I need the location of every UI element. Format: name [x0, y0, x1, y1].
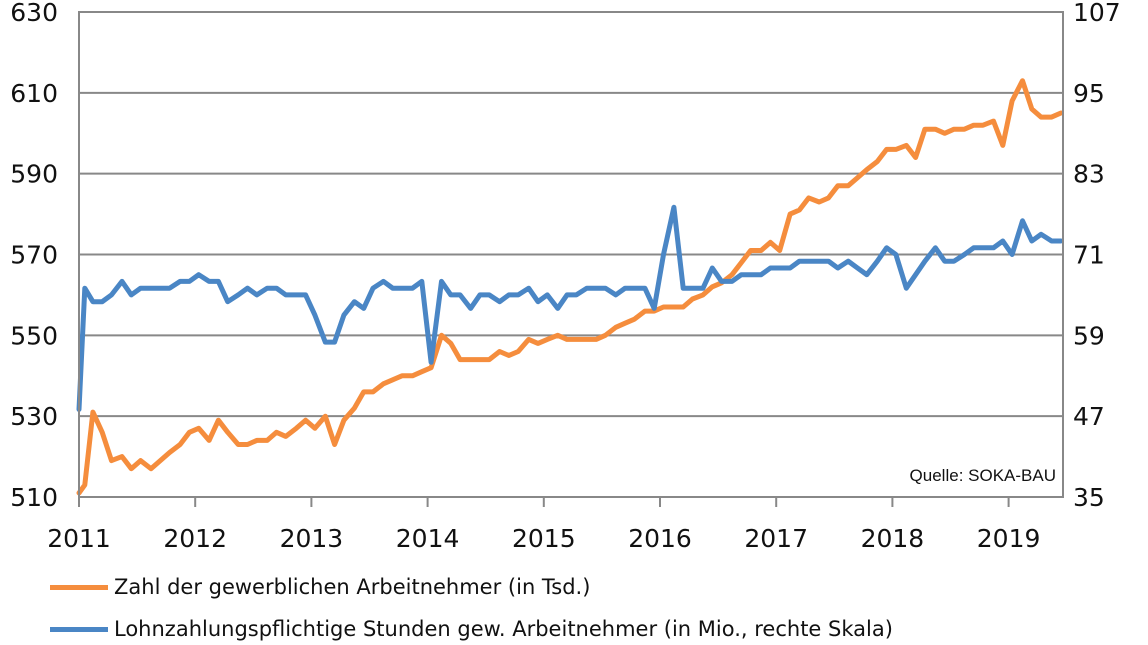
x-tick-label: 2018 — [861, 524, 925, 553]
x-tick-label: 2014 — [396, 524, 460, 553]
axes — [78, 11, 1064, 507]
left-tick-label: 610 — [10, 79, 58, 108]
left-axis-tick-labels: 630 610 590 570 550 530 510 — [10, 0, 58, 512]
right-tick-label: 83 — [1073, 160, 1105, 189]
x-tick-label: 2012 — [163, 524, 227, 553]
left-tick-label: 630 — [10, 0, 58, 27]
left-tick-label: 530 — [10, 402, 58, 431]
series-line-hours — [76, 204, 1064, 412]
right-tick-label: 95 — [1073, 79, 1105, 108]
left-tick-label: 590 — [10, 160, 58, 189]
right-tick-label: 71 — [1073, 241, 1105, 270]
legend-item-employees: Zahl der gewerblichen Arbeitnehmer (in T… — [50, 572, 1050, 602]
right-tick-label: 35 — [1073, 483, 1105, 512]
x-tick-label: 2017 — [744, 524, 808, 553]
series-line-employees — [76, 78, 1064, 496]
legend-label-hours: Lohnzahlungspflichtige Stunden gew. Arbe… — [114, 617, 893, 641]
right-tick-label: 59 — [1073, 321, 1105, 350]
left-tick-label: 510 — [10, 483, 58, 512]
source-note: Quelle: SOKA-BAU — [910, 466, 1056, 485]
x-tick-label: 2015 — [512, 524, 576, 553]
series-lines — [76, 78, 1064, 496]
left-tick-label: 550 — [10, 321, 58, 350]
left-tick-label: 570 — [10, 241, 58, 270]
right-tick-label: 107 — [1073, 0, 1121, 27]
line-chart: 630 610 590 570 550 530 510 107 95 83 71 59 47 35 20… — [10, 0, 1121, 553]
gridlines — [79, 91, 1063, 418]
right-axis-tick-labels: 107 95 83 71 59 47 35 — [1073, 0, 1121, 512]
x-axis-tick-labels: 2011 2012 2013 2014 2015 2016 2017 2018 2019 — [47, 524, 1040, 553]
right-tick-label: 47 — [1073, 402, 1105, 431]
legend-swatch-orange — [50, 584, 108, 590]
x-tick-label: 2016 — [628, 524, 692, 553]
x-tick-label: 2013 — [280, 524, 344, 553]
x-tick-label: 2011 — [47, 524, 111, 553]
legend-swatch-blue — [50, 626, 108, 632]
legend-item-hours: Lohnzahlungspflichtige Stunden gew. Arbe… — [50, 614, 1050, 644]
x-tick-label: 2019 — [977, 524, 1041, 553]
plot-frame — [78, 11, 1064, 498]
legend-label-employees: Zahl der gewerblichen Arbeitnehmer (in T… — [114, 575, 591, 599]
